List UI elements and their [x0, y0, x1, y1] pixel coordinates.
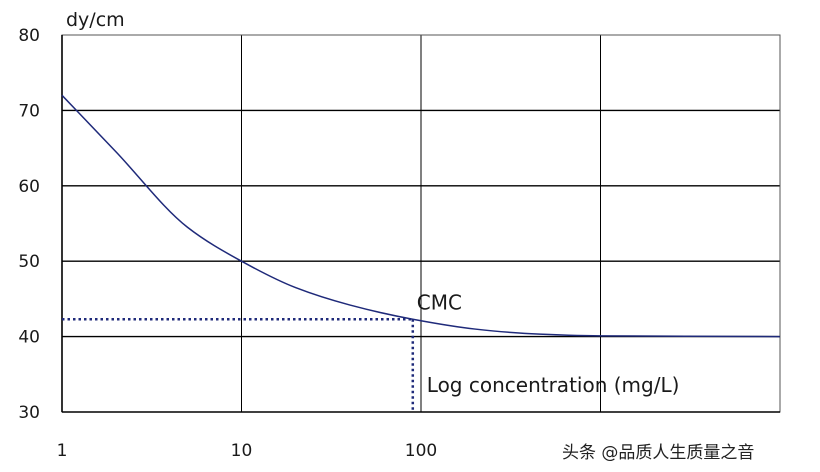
watermark-background — [556, 438, 788, 466]
x-axis-title: Log concentration (mg/L) — [427, 373, 680, 397]
watermark-text: 头条 @品质人生质量之音 — [562, 443, 754, 463]
y-axis-ticks: 30 40 50 60 70 80 — [18, 26, 40, 423]
y-axis-unit-label: dy/cm — [66, 9, 125, 31]
y-tick-label-60: 60 — [18, 177, 40, 197]
x-tick-label-100: 100 — [405, 441, 437, 461]
series-line-0 — [61, 94, 781, 338]
cmc-guide-lines — [62, 318, 415, 412]
series-group — [61, 94, 781, 338]
y-tick-label-80: 80 — [18, 26, 40, 46]
y-tick-label-50: 50 — [18, 252, 40, 272]
x-tick-label-1: 1 — [57, 441, 68, 461]
watermark: 头条 @品质人生质量之音 — [556, 438, 788, 466]
x-tick-label-10: 10 — [231, 441, 253, 461]
cmc-annotation-label: CMC — [417, 290, 462, 314]
grid — [62, 35, 780, 412]
y-tick-label-70: 70 — [18, 101, 40, 121]
plot-frame — [61, 34, 781, 413]
x-axis-ticks: 1 10 100 — [57, 441, 438, 461]
y-tick-label-30: 30 — [18, 403, 40, 423]
y-tick-label-40: 40 — [18, 328, 40, 348]
